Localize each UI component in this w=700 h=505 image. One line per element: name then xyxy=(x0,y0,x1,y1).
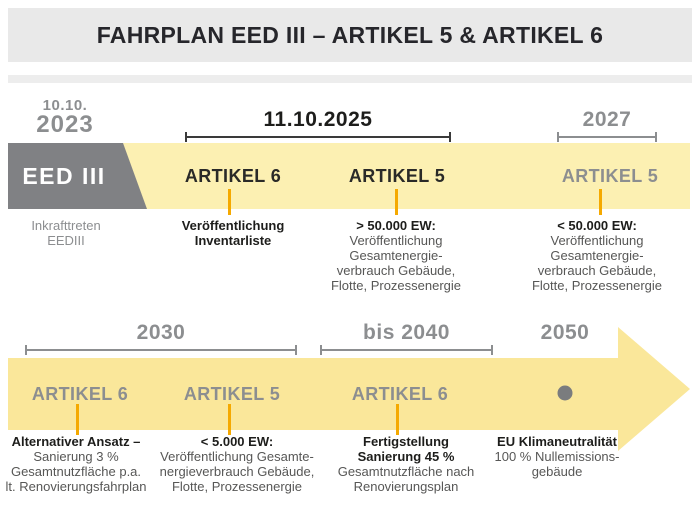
desc-line: Inkrafttreten xyxy=(31,218,101,233)
desc-head-line: Veröffentlichung xyxy=(181,218,285,233)
desc-line: Gesamtenergie- xyxy=(550,248,644,263)
desc-line: Veröffentlichung xyxy=(349,233,443,248)
page-title: FAHRPLAN EED III – ARTIKEL 5 & ARTIKEL 6 xyxy=(96,21,604,48)
bracket-2027-line xyxy=(557,132,657,142)
desc-head: EU Klimaneutralität xyxy=(497,434,617,449)
row2-artikel6-2040-label: ARTIKEL 6 xyxy=(351,383,449,404)
desc-line: nergieverbrauch Gebäude, xyxy=(159,464,315,479)
desc-fertigstellung: Fertigstellung Sanierung 45 % Gesamtnutz… xyxy=(321,434,491,494)
row2-connector-3 xyxy=(396,404,399,435)
bracket-2030-label: 2030 xyxy=(136,321,186,344)
desc-head-line: Sanierung 45 % xyxy=(357,449,455,464)
row1-connector-3 xyxy=(599,189,602,215)
start-date-day: 10.10. xyxy=(42,97,88,114)
row2-artikel6-label: ARTIKEL 6 xyxy=(31,383,129,404)
year-2050-dot xyxy=(557,385,573,401)
bracket-bis-2040-line xyxy=(320,345,493,355)
desc-line: verbrauch Gebäude, xyxy=(336,263,456,278)
desc-line: EEDIII xyxy=(47,233,85,248)
desc-line: Veröffentlichung xyxy=(550,233,644,248)
bracket-2027: 2027 xyxy=(557,108,657,142)
row2-arrow-band xyxy=(8,327,690,451)
eed3-origin-label: EED III xyxy=(22,162,106,189)
eed3-origin-shape xyxy=(8,143,147,209)
row2-connector-2 xyxy=(228,404,231,435)
bracket-bis-2040: bis 2040 xyxy=(320,321,493,355)
bracket-2025-label: 11.10.2025 xyxy=(263,108,373,131)
desc-head: Alternativer Ansatz – xyxy=(11,434,141,449)
row1-connector-2 xyxy=(395,189,398,215)
desc-head: < 50.000 EW: xyxy=(557,218,637,233)
desc-line: Gesamtnutzfläche nach xyxy=(337,464,475,479)
desc-head: < 5.000 EW: xyxy=(200,434,274,449)
row2-artikel5-label: ARTIKEL 5 xyxy=(183,383,281,404)
desc-line: Gesamtenergie- xyxy=(349,248,443,263)
desc-head: > 50.000 EW: xyxy=(356,218,436,233)
desc-line: Veröffentlichung Gesamte- xyxy=(160,449,314,464)
desc-over-50000-ew: > 50.000 EW: Veröffentlichung Gesamtener… xyxy=(311,218,481,293)
desc-line: verbrauch Gebäude, xyxy=(537,263,657,278)
desc-alternativer-ansatz: Alternativer Ansatz – Sanierung 3 % Gesa… xyxy=(0,434,154,494)
desc-line: 100 % Nullemissions- xyxy=(494,449,620,464)
desc-head-line: Inventarliste xyxy=(194,233,272,248)
bracket-2025-line xyxy=(185,132,451,142)
desc-inkrafttreten: Inkrafttreten EEDIII xyxy=(6,218,126,248)
row1-connector-1 xyxy=(228,189,231,215)
desc-line: Flotte, Prozessenergie xyxy=(531,278,663,293)
desc-line: Renovierungsplan xyxy=(353,479,459,494)
row1-artikel5-label: ARTIKEL 5 xyxy=(348,165,446,186)
desc-line: gebäude xyxy=(531,464,583,479)
title-bar: FAHRPLAN EED III – ARTIKEL 5 & ARTIKEL 6 xyxy=(8,8,692,62)
year-2050-label: 2050 xyxy=(540,321,590,344)
start-date-2023: 10.10. 2023 xyxy=(26,98,104,137)
desc-line: Flotte, Prozessenergie xyxy=(330,278,462,293)
desc-head-line: Fertigstellung xyxy=(363,434,449,449)
divider-bar xyxy=(8,75,692,83)
row2-connector-1 xyxy=(76,404,79,435)
desc-line: Sanierung 3 % xyxy=(33,449,119,464)
bracket-2030: 2030 xyxy=(25,321,297,355)
bracket-2030-line xyxy=(25,345,297,355)
desc-inventarliste: Veröffentlichung Inventarliste xyxy=(153,218,313,248)
desc-line: Gesamtnutzfläche p.a. xyxy=(10,464,142,479)
bracket-2027-label: 2027 xyxy=(582,108,632,131)
desc-eu-klimaneutralitaet: EU Klimaneutralität 100 % Nullemissions-… xyxy=(472,434,642,479)
desc-under-5000-ew: < 5.000 EW: Veröffentlichung Gesamte- ne… xyxy=(152,434,322,494)
desc-line: Flotte, Prozessenergie xyxy=(171,479,303,494)
desc-under-50000-ew: < 50.000 EW: Veröffentlichung Gesamtener… xyxy=(512,218,682,293)
desc-line: lt. Renovierungsfahrplan xyxy=(5,479,147,494)
start-date-year: 2023 xyxy=(36,111,94,138)
bracket-2025: 11.10.2025 xyxy=(185,108,451,142)
bracket-bis-2040-label: bis 2040 xyxy=(363,321,450,344)
row1-artikel6-label: ARTIKEL 6 xyxy=(184,165,282,186)
row1-artikel5-2027-label: ARTIKEL 5 xyxy=(561,165,659,186)
